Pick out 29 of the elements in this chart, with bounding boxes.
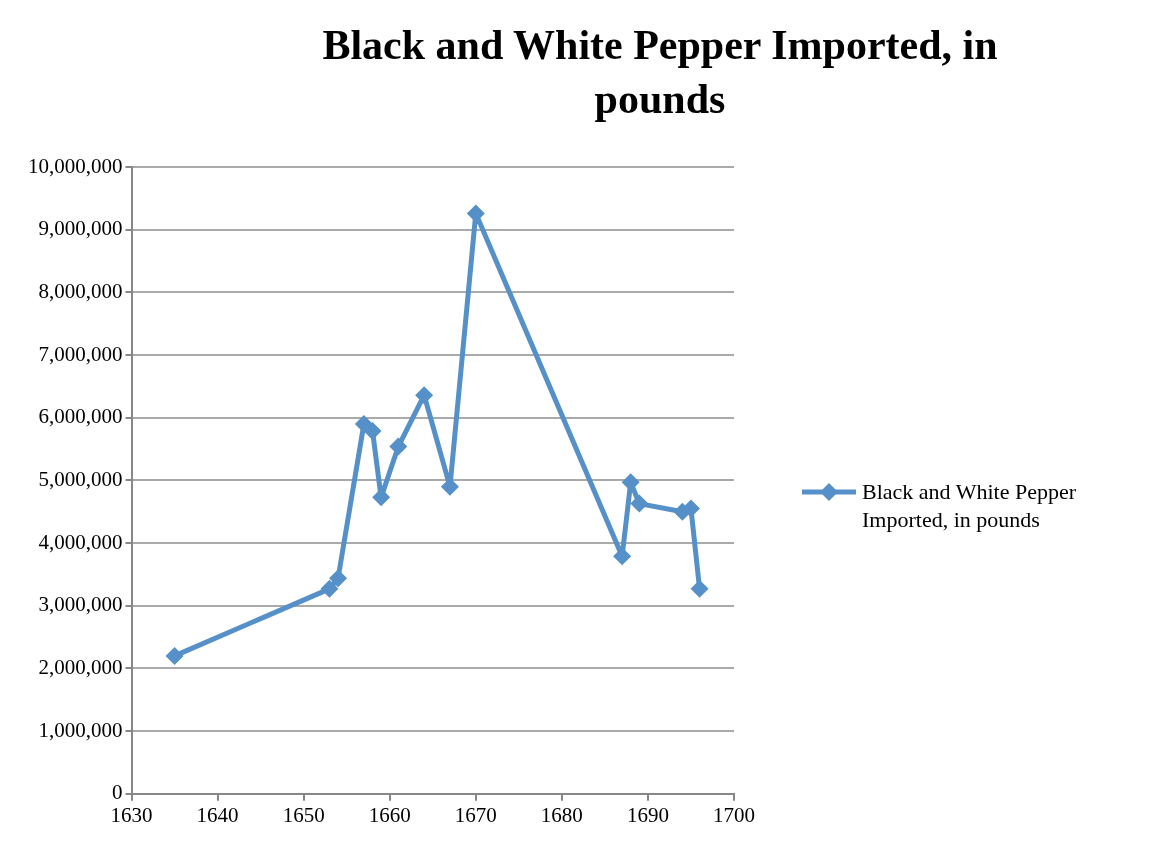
y-tick-label: 6,000,000 bbox=[38, 404, 123, 429]
y-tick-label: 1,000,000 bbox=[38, 717, 123, 742]
y-tick-label: 9,000,000 bbox=[38, 216, 123, 241]
x-tick-label: 1700 bbox=[713, 802, 755, 827]
chart-title: Black and White Pepper Imported, in pounds bbox=[321, 21, 999, 124]
point bbox=[165, 646, 184, 665]
legend-label: Black and White Pepper Imported, in pounds bbox=[862, 478, 1078, 534]
x-tick-label: 1660 bbox=[368, 802, 411, 827]
point bbox=[415, 386, 434, 405]
x-tick-label: 1650 bbox=[282, 802, 325, 827]
x-tick-label: 1670 bbox=[454, 802, 497, 827]
x-tick-label: 1690 bbox=[626, 802, 669, 827]
y-tick-label: 0 bbox=[112, 780, 123, 805]
y-tick-label: 7,000,000 bbox=[38, 341, 123, 366]
y-tick-label: 5,000,000 bbox=[38, 466, 123, 491]
point bbox=[389, 437, 408, 456]
y-tick-label: 2,000,000 bbox=[38, 654, 123, 679]
x-tick-label: 1630 bbox=[110, 802, 153, 827]
x-tick-label: 1680 bbox=[540, 802, 583, 827]
y-tick-label: 10,000,000 bbox=[28, 153, 123, 178]
point bbox=[329, 569, 348, 588]
point bbox=[690, 579, 709, 598]
x-tick-label: 1640 bbox=[196, 802, 239, 827]
point bbox=[363, 421, 382, 440]
y-tick-label: 3,000,000 bbox=[38, 592, 123, 617]
point bbox=[320, 579, 339, 598]
y-tick-label: 8,000,000 bbox=[38, 278, 123, 303]
y-tick-label: 4,000,000 bbox=[38, 529, 123, 554]
point bbox=[630, 494, 649, 513]
